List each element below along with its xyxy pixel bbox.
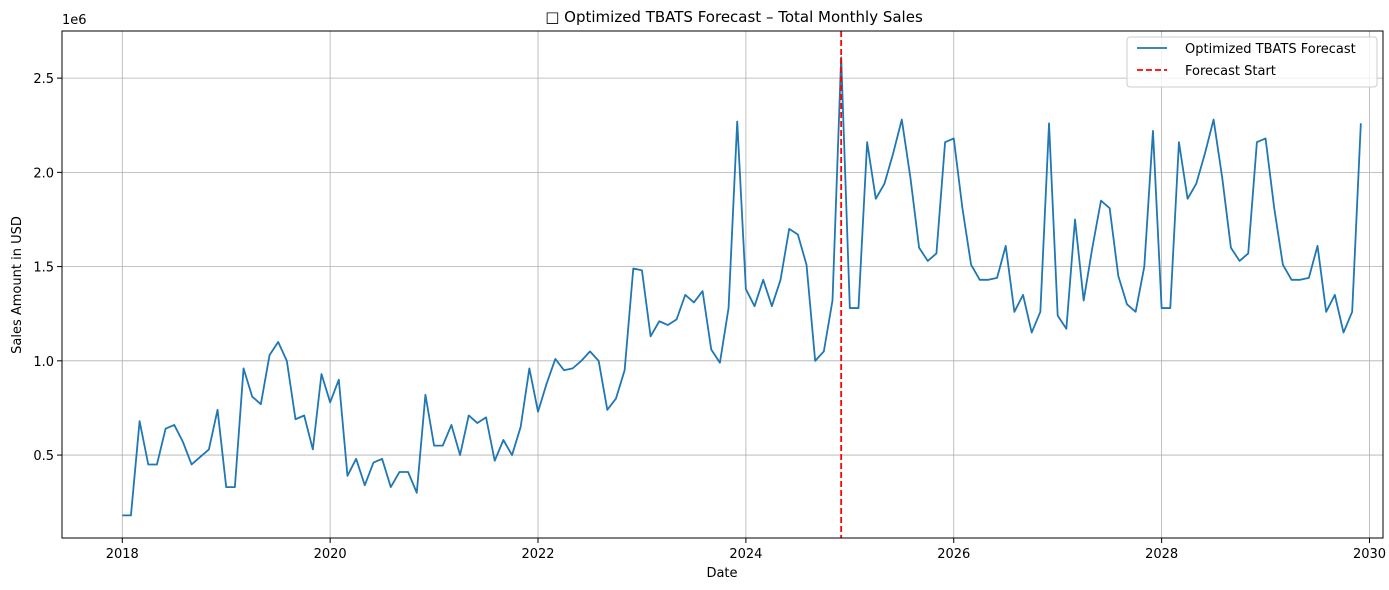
x-tick-label: 2024 [729, 547, 762, 562]
series-layer [122, 31, 1362, 538]
y-tick-label: 1.5 [33, 261, 54, 276]
legend-forecast-start-label: Forecast Start [1185, 64, 1276, 79]
y-axis-title: Sales Amount in USD [10, 216, 25, 354]
y-scale-note: 1e6 [62, 13, 87, 28]
x-axis: 2018 2020 2022 2024 2026 2028 2030 [106, 538, 1386, 562]
x-tick-label: 2022 [521, 547, 554, 562]
legend-series-label: Optimized TBATS Forecast [1185, 42, 1356, 57]
y-tick-label: 2.5 [33, 72, 54, 87]
legend: Optimized TBATS Forecast Forecast Start [1126, 36, 1378, 88]
y-axis: 0.5 1.0 1.5 2.0 2.5 [33, 72, 62, 464]
chart-title: □ Optimized TBATS Forecast – Total Month… [545, 8, 923, 26]
x-tick-label: 2018 [106, 547, 139, 562]
plot-frame [61, 30, 1384, 539]
y-tick-label: 1.0 [33, 355, 54, 370]
x-tick-label: 2028 [1145, 547, 1178, 562]
y-tick-label: 2.0 [33, 166, 54, 181]
legend-box [1126, 36, 1378, 88]
x-axis-title: Date [706, 566, 737, 581]
x-tick-label: 2020 [314, 547, 347, 562]
y-tick-label: 0.5 [33, 449, 54, 464]
x-tick-label: 2030 [1353, 547, 1386, 562]
x-tick-label: 2026 [937, 547, 970, 562]
series-line [122, 56, 1362, 517]
grid [62, 31, 1383, 538]
